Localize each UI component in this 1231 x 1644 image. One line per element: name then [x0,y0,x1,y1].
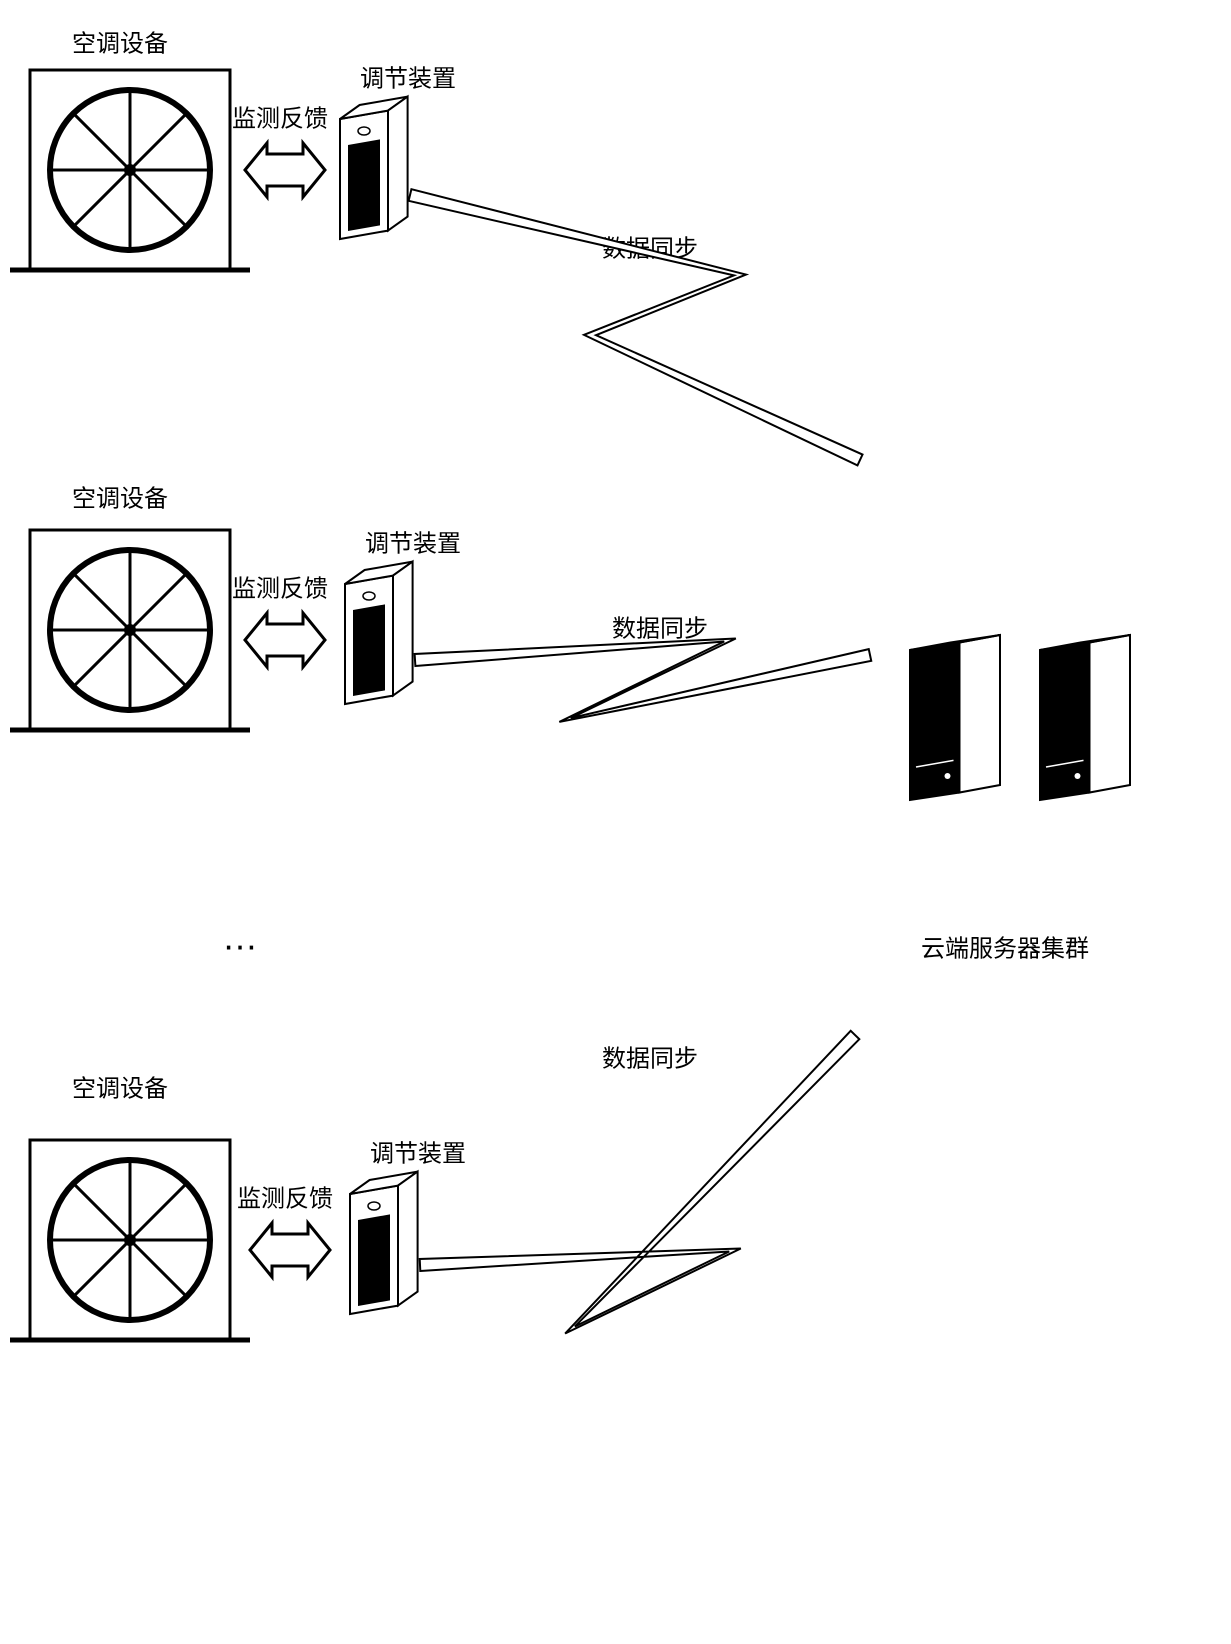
controller-device [340,97,408,239]
ac-unit-label: 空调设备 [72,485,168,512]
bidir-arrow-icon [245,143,325,197]
data-sync-zigzag-icon [409,189,863,465]
data-sync-zigzag-icon [420,1031,860,1334]
monitor-feedback-label: 监测反馈 [237,1185,333,1212]
ac-unit [10,1140,250,1340]
ac-unit [10,70,250,270]
bidir-arrow-icon [250,1223,330,1277]
controller-label: 调节装置 [360,65,456,92]
data-sync-zigzag-icon [415,638,872,721]
ellipsis: … [222,917,258,958]
controller-device [345,562,413,704]
data-sync-label: 数据同步 [612,615,708,642]
ac-unit [10,530,250,730]
controller-label: 调节装置 [370,1140,466,1167]
controller-device [350,1172,418,1314]
server-icon [910,635,1000,800]
controller-label: 调节装置 [365,530,461,557]
cloud-server-cluster-label: 云端服务器集群 [921,935,1089,962]
ac-unit-label: 空调设备 [72,30,168,57]
ac-unit-label: 空调设备 [72,1075,168,1102]
server-icon [1040,635,1130,800]
monitor-feedback-label: 监测反馈 [232,575,328,602]
system-diagram: 空调设备监测反馈调节装置数据同步空调设备监测反馈调节装置数据同步空调设备监测反馈… [0,0,1231,1639]
monitor-feedback-label: 监测反馈 [232,105,328,132]
bidir-arrow-icon [245,613,325,667]
data-sync-label: 数据同步 [602,1045,698,1072]
